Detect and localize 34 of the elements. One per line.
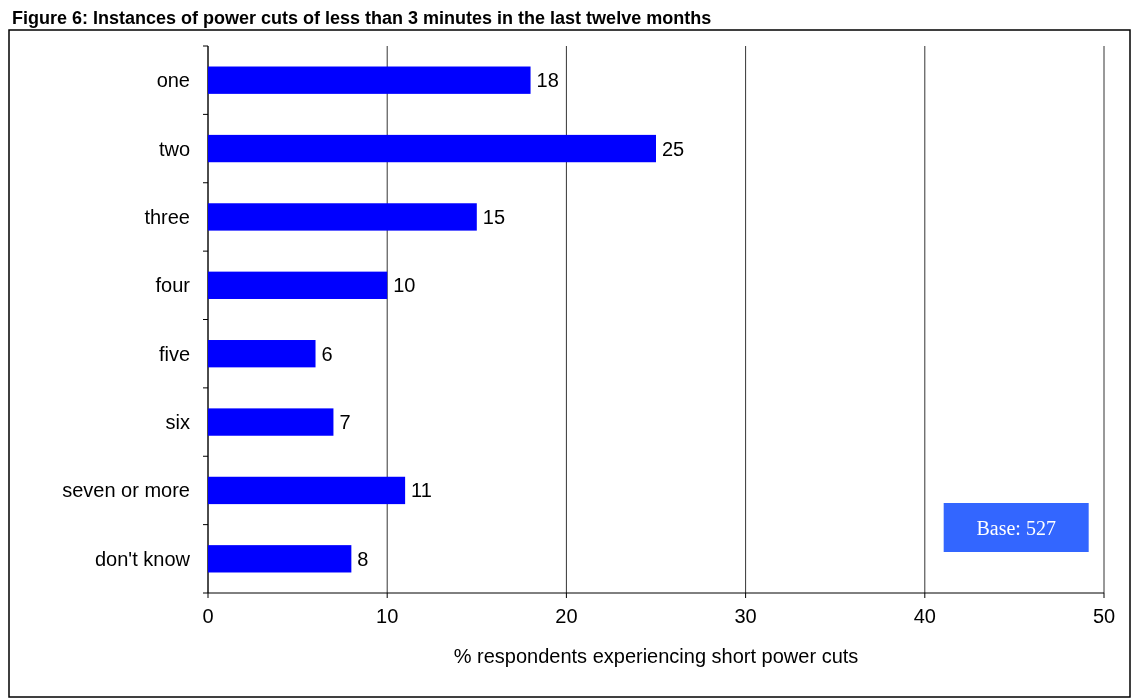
bar [208,545,352,573]
bar [208,271,388,299]
y-tick-label: seven or more [62,479,190,502]
bar [208,134,656,163]
y-tick-label: one [156,69,190,92]
x-axis-title: % respondents experiencing short power cuts [453,645,859,667]
y-tick-label: three [144,205,190,228]
note-box: Base: 527 [943,503,1089,552]
data-label: 6 [321,342,333,365]
y-tick-label: two [158,137,190,160]
data-label: 15 [482,205,506,228]
data-label: 18 [536,69,559,92]
x-tick-label: 0 [202,605,214,627]
x-tick-label: 10 [376,605,399,627]
x-tick-label: 20 [555,605,578,627]
y-tick-label: five [158,342,190,365]
y-tick-label: six [165,411,190,434]
x-tick-label: 30 [734,605,757,627]
data-label: 11 [411,479,432,502]
bar [208,203,477,231]
bar [208,340,316,368]
bar [208,476,406,505]
data-label: 10 [393,274,416,297]
data-label: 7 [339,411,351,434]
y-tick-label: four [155,274,191,297]
data-label: 25 [662,137,685,160]
x-tick-label: 40 [913,605,936,627]
annotation: Base: 527 [976,517,1056,539]
x-tick-label: 50 [1092,605,1116,627]
chart-title: Figure 6: Instances of power cuts of less than 3 minutes in the last twelve months [12,8,712,28]
bar [208,66,531,94]
y-tick-label: don't know [95,547,191,570]
bar [208,408,334,436]
data-label: 8 [357,547,369,570]
